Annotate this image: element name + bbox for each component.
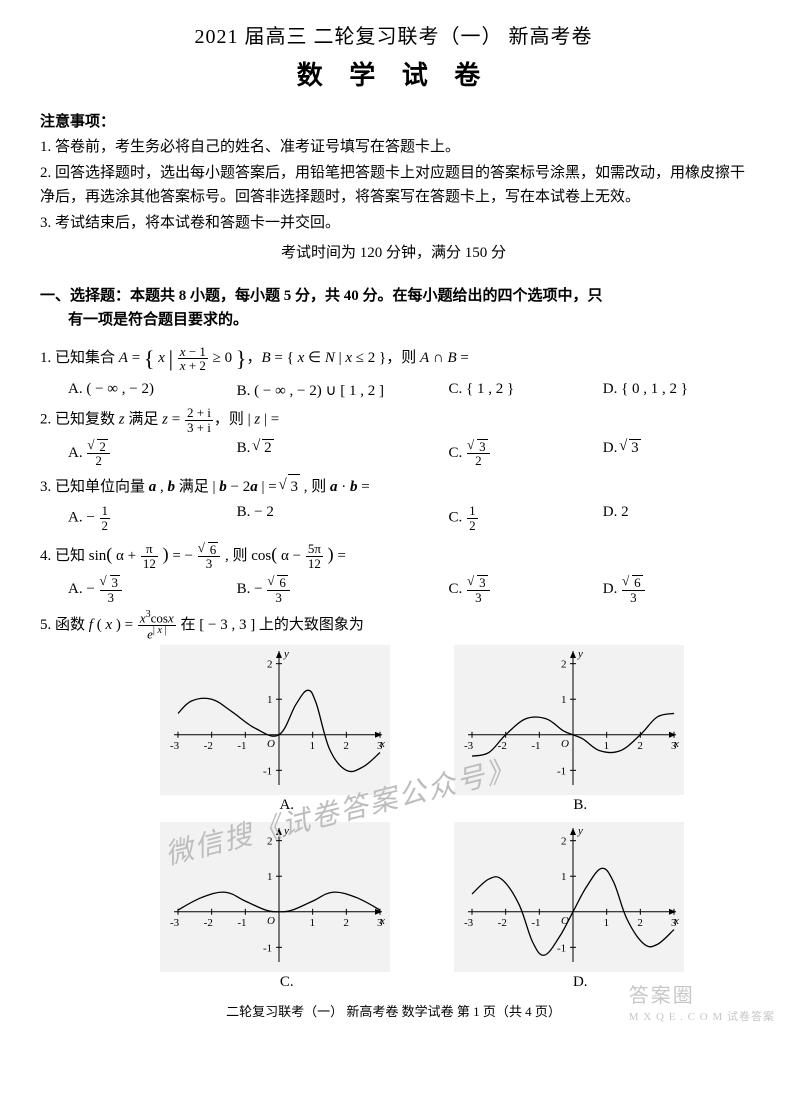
svg-text:2: 2 xyxy=(343,917,349,929)
corner-small: M X Q E . C O M 试卷答案 xyxy=(629,1008,775,1024)
part1-title-l1: 一、选择题：本题共 8 小题，每小题 5 分，共 40 分。在每小题给出的四个选… xyxy=(40,288,603,304)
graph-a: xyO-3-2-112312-1 xyxy=(160,645,390,795)
svg-text:y: y xyxy=(577,648,583,660)
svg-text:-3: -3 xyxy=(464,740,474,752)
svg-text:O: O xyxy=(267,738,275,750)
svg-text:2: 2 xyxy=(561,659,567,671)
q5-graph-grid: xyO-3-2-112312-1 A. xyO-3-2-112312-1 B. … xyxy=(40,645,747,991)
svg-text:y: y xyxy=(283,648,289,660)
svg-text:O: O xyxy=(267,915,275,927)
graph-b-label: B. xyxy=(454,797,708,814)
exam-info: 考试时间为 120 分钟，满分 150 分 xyxy=(40,241,747,262)
svg-text:-3: -3 xyxy=(464,917,474,929)
notice-line-1: 1. 答卷前，考生务必将自己的姓名、准考证号填写在答题卡上。 xyxy=(40,135,747,159)
svg-text:-1: -1 xyxy=(263,765,272,777)
q1-opt-c: C. { 1 , 2 } xyxy=(449,381,593,400)
svg-text:3: 3 xyxy=(377,917,383,929)
svg-text:1: 1 xyxy=(561,871,567,883)
svg-text:2: 2 xyxy=(561,836,567,848)
svg-text:-1: -1 xyxy=(557,765,566,777)
notice-title: 注意事项： xyxy=(40,110,747,131)
q3-opt-d: D. 2 xyxy=(603,504,747,532)
header-line1: 2021 届高三 二轮复习联考（一） 新高考卷 xyxy=(40,20,747,49)
svg-text:3: 3 xyxy=(377,740,383,752)
exam-page: 2021 届高三 二轮复习联考（一） 新高考卷 数 学 试 卷 注意事项： 1.… xyxy=(0,0,787,1030)
q4-opt-d: D. 63 xyxy=(603,575,747,604)
svg-text:1: 1 xyxy=(267,694,273,706)
svg-text:-2: -2 xyxy=(204,917,213,929)
svg-text:-1: -1 xyxy=(531,740,540,752)
svg-text:-1: -1 xyxy=(263,942,272,954)
svg-text:2: 2 xyxy=(343,740,349,752)
svg-text:1: 1 xyxy=(561,694,567,706)
svg-text:1: 1 xyxy=(310,740,316,752)
svg-text:-3: -3 xyxy=(170,740,180,752)
svg-text:3: 3 xyxy=(671,917,677,929)
q4-opt-b: B. − 63 xyxy=(237,575,439,604)
q2-opt-c: C. 32 xyxy=(449,439,593,468)
svg-text:1: 1 xyxy=(310,917,316,929)
svg-text:-2: -2 xyxy=(204,740,213,752)
q2-opt-b: B. 2 xyxy=(237,439,439,468)
svg-text:-2: -2 xyxy=(497,917,506,929)
q4-options: A. − 33 B. − 63 C. 33 D. 63 xyxy=(40,575,747,604)
q3-opt-a: A. − 12 xyxy=(68,504,227,532)
graph-d: xyO-3-2-112312-1 xyxy=(454,822,684,972)
graph-a-label: A. xyxy=(160,797,414,814)
notice-block: 注意事项： 1. 答卷前，考生务必将自己的姓名、准考证号填写在答题卡上。 2. … xyxy=(40,110,747,262)
question-4: 4. 已知 sin( α + π12 ) = − 63 , 则 cos( α −… xyxy=(40,539,747,571)
svg-text:y: y xyxy=(577,825,583,837)
notice-line-3: 3. 考试结束后，将本试卷和答题卡一并交回。 xyxy=(40,211,747,235)
graph-b-cell: xyO-3-2-112312-1 B. xyxy=(454,645,708,814)
q3-opt-c: C. 12 xyxy=(449,504,593,532)
q1-opt-a: A. ( − ∞ , − 2) xyxy=(68,381,227,400)
notice-line-2: 2. 回答选择题时，选出每小题答案后，用铅笔把答题卡上对应题目的答案标号涂黑，如… xyxy=(40,161,747,209)
graph-c: xyO-3-2-112312-1 xyxy=(160,822,390,972)
graph-a-cell: xyO-3-2-112312-1 A. xyxy=(160,645,414,814)
graph-d-cell: xyO-3-2-112312-1 D. xyxy=(454,822,708,991)
graph-c-cell: xyO-3-2-112312-1 C. xyxy=(160,822,414,991)
q3-options: A. − 12 B. − 2 C. 12 D. 2 xyxy=(40,504,747,532)
question-3: 3. 已知单位向量 a , b 满足 | b − 2a | = 3 , 则 a … xyxy=(40,474,747,501)
q2-options: A. 22 B. 2 C. 32 D. 3 xyxy=(40,439,747,468)
q1-opt-b: B. ( − ∞ , − 2) ∪ [ 1 , 2 ] xyxy=(237,381,439,400)
q1-opt-d: D. { 0 , 1 , 2 } xyxy=(603,381,747,400)
svg-text:O: O xyxy=(561,738,569,750)
question-1: 1. 已知集合 A = { x | x − 1x + 2 ≥ 0 }，B = {… xyxy=(40,340,747,377)
svg-text:-1: -1 xyxy=(557,942,566,954)
svg-text:2: 2 xyxy=(637,740,643,752)
q2-opt-a: A. 22 xyxy=(68,439,227,468)
q2-opt-d: D. 3 xyxy=(603,439,747,468)
header-line2: 数 学 试 卷 xyxy=(40,55,747,92)
svg-text:2: 2 xyxy=(637,917,643,929)
corner-watermark: 答案圈 M X Q E . C O M 试卷答案 xyxy=(629,979,775,1024)
svg-text:-1: -1 xyxy=(531,917,540,929)
corner-big: 答案圈 xyxy=(629,985,695,1007)
question-2: 2. 已知复数 z 满足 z = 2 + i3 + i，则 | z | = xyxy=(40,406,747,434)
svg-text:-1: -1 xyxy=(237,917,246,929)
svg-text:1: 1 xyxy=(267,871,273,883)
part1-title: 一、选择题：本题共 8 小题，每小题 5 分，共 40 分。在每小题给出的四个选… xyxy=(40,284,747,332)
q1-options: A. ( − ∞ , − 2) B. ( − ∞ , − 2) ∪ [ 1 , … xyxy=(40,381,747,400)
graph-c-label: C. xyxy=(160,974,414,991)
svg-text:-1: -1 xyxy=(237,740,246,752)
q4-opt-a: A. − 33 xyxy=(68,575,227,604)
q3-opt-b: B. − 2 xyxy=(237,504,439,532)
svg-text:1: 1 xyxy=(603,740,609,752)
q4-opt-c: C. 33 xyxy=(449,575,593,604)
svg-text:-3: -3 xyxy=(170,917,180,929)
svg-text:2: 2 xyxy=(267,836,273,848)
question-5: 5. 函数 f ( x ) = x3cosxe| x | 在 [ − 3 , 3… xyxy=(40,610,747,641)
svg-text:y: y xyxy=(283,825,289,837)
svg-text:3: 3 xyxy=(671,740,677,752)
graph-b: xyO-3-2-112312-1 xyxy=(454,645,684,795)
part1-title-l2: 有一项是符合题目要求的。 xyxy=(40,312,248,328)
svg-text:1: 1 xyxy=(603,917,609,929)
svg-text:2: 2 xyxy=(267,659,273,671)
